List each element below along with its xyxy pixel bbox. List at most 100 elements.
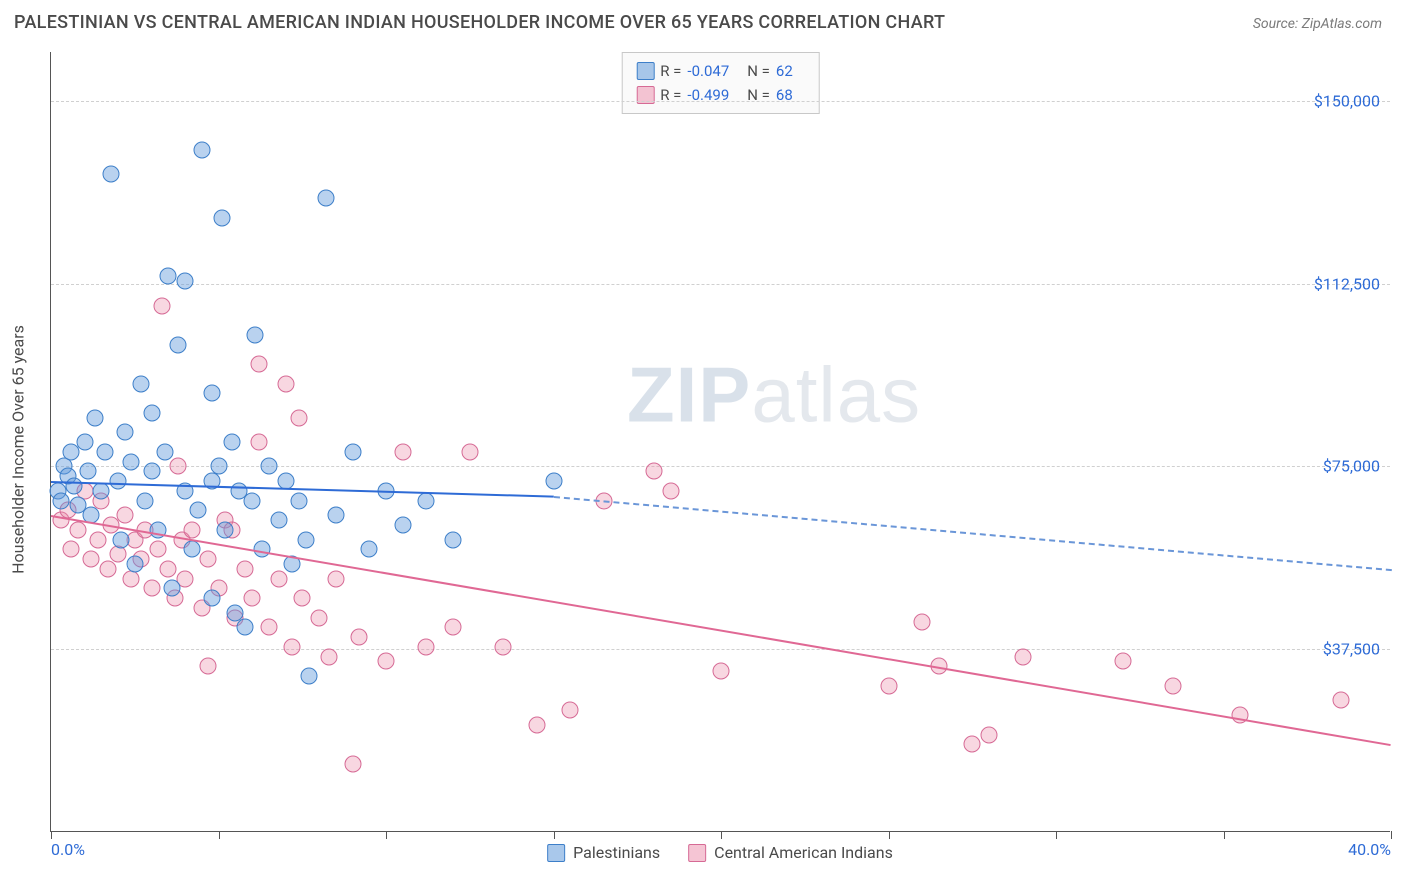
- r-value: -0.499: [687, 83, 729, 107]
- data-point: [163, 580, 180, 597]
- data-point: [290, 492, 307, 509]
- data-point: [495, 638, 512, 655]
- trend-line: [553, 496, 1391, 571]
- data-point: [317, 190, 334, 207]
- data-point: [1332, 692, 1349, 709]
- correlation-legend: R = -0.047 N = 62 R = -0.499 N = 68: [621, 52, 820, 114]
- data-point: [143, 463, 160, 480]
- x-tick: [219, 831, 220, 839]
- data-point: [445, 619, 462, 636]
- data-point: [153, 297, 170, 314]
- data-point: [981, 726, 998, 743]
- gridline: [51, 284, 1390, 285]
- gridline: [51, 466, 1390, 467]
- watermark-rest: atlas: [751, 350, 921, 438]
- y-axis-label: Householder Income Over 65 years: [9, 325, 28, 574]
- data-point: [321, 648, 338, 665]
- data-point: [344, 755, 361, 772]
- data-point: [200, 658, 217, 675]
- data-point: [294, 590, 311, 607]
- data-point: [344, 443, 361, 460]
- data-point: [260, 619, 277, 636]
- legend-item: Palestinians: [547, 843, 660, 862]
- data-point: [110, 473, 127, 490]
- data-point: [89, 531, 106, 548]
- data-point: [418, 638, 435, 655]
- data-point: [170, 458, 187, 475]
- data-point: [99, 560, 116, 577]
- plot-canvas: ZIPatlas R = -0.047 N = 62 R = -0.499 N …: [50, 52, 1390, 832]
- data-point: [133, 375, 150, 392]
- data-point: [86, 409, 103, 426]
- data-point: [327, 570, 344, 587]
- data-point: [250, 434, 267, 451]
- y-tick-label: $112,500: [1314, 274, 1380, 293]
- data-point: [53, 492, 70, 509]
- data-point: [213, 209, 230, 226]
- data-point: [662, 482, 679, 499]
- watermark: ZIPatlas: [627, 349, 921, 440]
- data-point: [244, 492, 261, 509]
- data-point: [394, 443, 411, 460]
- data-point: [290, 409, 307, 426]
- swatch-icon: [688, 844, 706, 862]
- series-label: Central American Indians: [714, 843, 893, 862]
- r-value: -0.047: [687, 59, 729, 83]
- source-attribution: Source: ZipAtlas.com: [1253, 16, 1382, 32]
- data-point: [136, 492, 153, 509]
- data-point: [351, 629, 368, 646]
- x-tick: [51, 831, 52, 839]
- data-point: [116, 507, 133, 524]
- x-tick: [1056, 831, 1057, 839]
- data-point: [193, 141, 210, 158]
- data-point: [277, 375, 294, 392]
- data-point: [378, 653, 395, 670]
- data-point: [284, 638, 301, 655]
- n-label: N =: [747, 59, 770, 83]
- data-point: [156, 443, 173, 460]
- data-point: [1165, 677, 1182, 694]
- data-point: [177, 273, 194, 290]
- legend-row: R = -0.047 N = 62: [636, 59, 805, 83]
- x-tick-label: 40.0%: [1348, 840, 1391, 859]
- data-point: [160, 268, 177, 285]
- swatch-icon: [636, 62, 654, 80]
- data-point: [1014, 648, 1031, 665]
- data-point: [123, 570, 140, 587]
- chart-title: PALESTINIAN VS CENTRAL AMERICAN INDIAN H…: [14, 12, 945, 33]
- x-tick: [554, 831, 555, 839]
- n-label: N =: [747, 83, 770, 107]
- data-point: [143, 580, 160, 597]
- data-point: [914, 614, 931, 631]
- data-point: [461, 443, 478, 460]
- data-point: [113, 531, 130, 548]
- series-label: Palestinians: [573, 843, 660, 862]
- data-point: [93, 482, 110, 499]
- data-point: [713, 663, 730, 680]
- data-point: [190, 502, 207, 519]
- data-point: [300, 668, 317, 685]
- x-tick: [1224, 831, 1225, 839]
- data-point: [69, 521, 86, 538]
- data-point: [110, 546, 127, 563]
- data-point: [123, 453, 140, 470]
- data-point: [210, 458, 227, 475]
- x-tick: [889, 831, 890, 839]
- data-point: [394, 516, 411, 533]
- data-point: [183, 521, 200, 538]
- data-point: [83, 551, 100, 568]
- n-value: 68: [776, 83, 793, 107]
- data-point: [260, 458, 277, 475]
- y-tick-label: $150,000: [1314, 91, 1380, 110]
- data-point: [646, 463, 663, 480]
- data-point: [203, 385, 220, 402]
- data-point: [880, 677, 897, 694]
- swatch-icon: [547, 844, 565, 862]
- data-point: [270, 512, 287, 529]
- data-point: [311, 609, 328, 626]
- x-tick-label: 0.0%: [51, 840, 85, 859]
- watermark-bold: ZIP: [627, 350, 751, 438]
- x-tick: [721, 831, 722, 839]
- data-point: [327, 507, 344, 524]
- y-tick-label: $75,000: [1323, 457, 1380, 476]
